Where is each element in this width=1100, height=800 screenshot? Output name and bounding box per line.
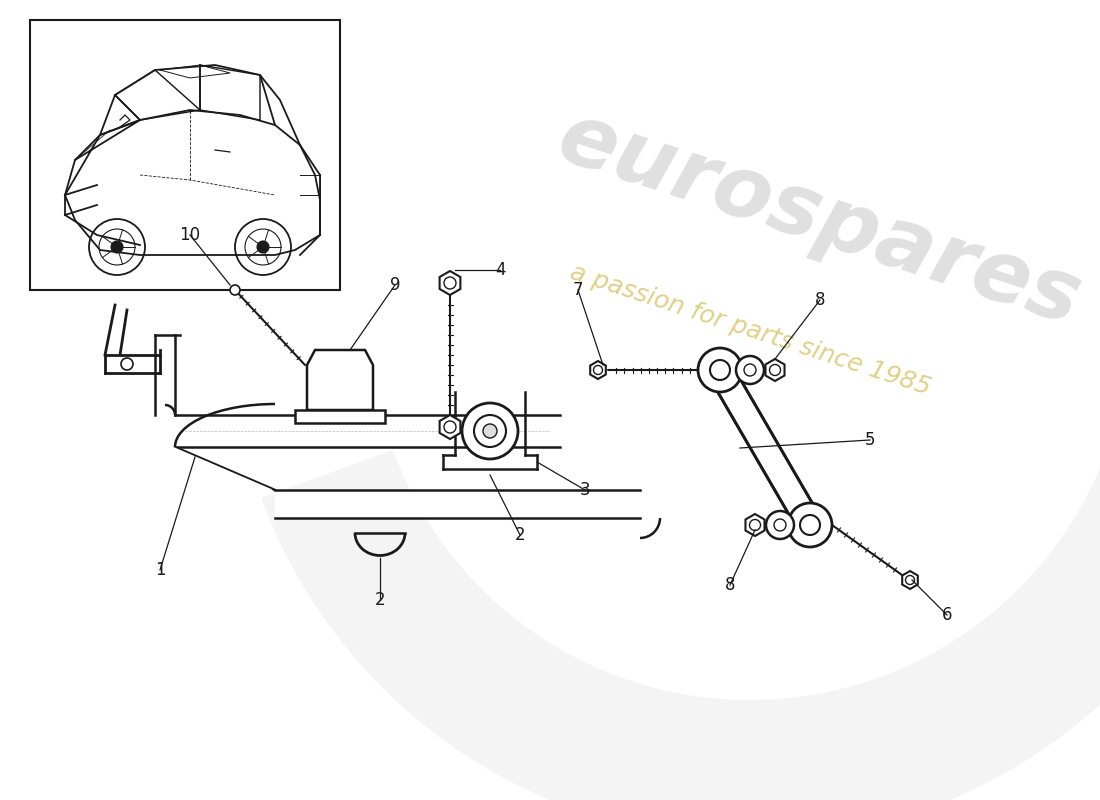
Text: 6: 6: [942, 606, 953, 624]
Circle shape: [698, 348, 742, 392]
Bar: [30, 20, 340, 290]
Circle shape: [594, 366, 603, 374]
Circle shape: [444, 277, 456, 289]
Text: 4: 4: [495, 261, 505, 279]
Circle shape: [788, 503, 832, 547]
Polygon shape: [275, 490, 640, 518]
Circle shape: [111, 241, 123, 253]
Polygon shape: [766, 359, 784, 381]
Text: eurospares: eurospares: [548, 97, 1091, 343]
Polygon shape: [902, 571, 917, 589]
Text: 3: 3: [580, 481, 591, 499]
Polygon shape: [705, 370, 825, 525]
Polygon shape: [440, 271, 461, 295]
Text: 2: 2: [515, 526, 526, 544]
Polygon shape: [307, 350, 373, 410]
Circle shape: [800, 515, 820, 535]
Circle shape: [905, 575, 914, 585]
Circle shape: [462, 403, 518, 459]
Circle shape: [257, 241, 270, 253]
Text: a passion for parts since 1985: a passion for parts since 1985: [566, 260, 933, 400]
Text: 10: 10: [179, 226, 200, 244]
Polygon shape: [262, 450, 1100, 800]
Polygon shape: [591, 361, 606, 379]
Text: 9: 9: [389, 276, 400, 294]
Circle shape: [444, 421, 456, 433]
Polygon shape: [440, 415, 461, 439]
Circle shape: [230, 285, 240, 295]
Text: 8: 8: [725, 576, 735, 594]
Polygon shape: [175, 415, 560, 447]
Text: 7: 7: [573, 281, 583, 299]
Circle shape: [744, 364, 756, 376]
Text: 2: 2: [375, 591, 385, 609]
Circle shape: [710, 360, 730, 380]
Circle shape: [474, 415, 506, 447]
Circle shape: [483, 424, 497, 438]
Text: 1: 1: [155, 561, 165, 579]
Circle shape: [121, 358, 133, 370]
Circle shape: [749, 519, 760, 530]
Circle shape: [736, 356, 764, 384]
Circle shape: [766, 511, 794, 539]
Circle shape: [770, 365, 781, 375]
Polygon shape: [746, 514, 764, 536]
Text: 5: 5: [865, 431, 876, 449]
Text: 8: 8: [815, 291, 825, 309]
Circle shape: [774, 519, 786, 531]
Polygon shape: [295, 410, 385, 423]
